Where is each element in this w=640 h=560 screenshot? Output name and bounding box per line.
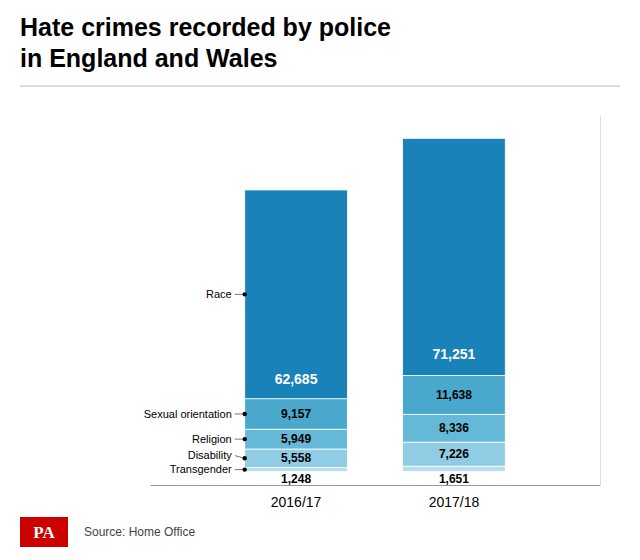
logo-box	[20, 517, 68, 547]
annotation-dot	[243, 456, 247, 460]
bar-segment	[245, 449, 348, 468]
bar-segment	[403, 414, 506, 442]
annotation-dot	[243, 412, 247, 416]
y-axis-line	[600, 116, 601, 486]
logo-text: PA	[33, 523, 55, 542]
x-tick-label: 2016/17	[271, 494, 322, 510]
segment-name: Religion	[192, 433, 232, 445]
data-label: 1,248	[281, 472, 311, 486]
segment-annotations: Transgender Disability Religion Sexual orie…	[144, 288, 247, 475]
data-label: 5,949	[281, 432, 311, 446]
x-tick-label: 2017/18	[429, 494, 480, 510]
x-tick: 2016/17	[271, 494, 322, 510]
data-labels: 1,248 1,651 5,558 7,226 5,949 8,336 9,157 11,63…	[275, 346, 476, 486]
title-line: in England and Wales	[20, 44, 277, 72]
data-label: 62,685	[275, 371, 318, 387]
annotation-dot	[243, 292, 247, 296]
y-axis	[600, 116, 601, 486]
title-line: Hate crimes recorded by police	[20, 13, 391, 41]
data-label: 7,226	[439, 447, 469, 461]
data-label: 5,558	[281, 451, 311, 465]
annotation-dot	[243, 437, 247, 441]
bars	[245, 138, 506, 471]
x-axis: 2016/17 2017/18	[151, 486, 601, 510]
bar-segment	[245, 429, 348, 449]
source: Source: Home Office	[84, 525, 195, 539]
bar-segment	[245, 468, 348, 472]
bar-segment	[403, 442, 506, 466]
title: Hate crimes recorded by police in England…	[20, 13, 391, 72]
data-label: 1,651	[439, 472, 469, 486]
bar-segment	[403, 376, 506, 415]
x-axis-line	[151, 485, 601, 486]
segment-name: Race	[206, 288, 232, 300]
segment-name: Disability	[188, 449, 233, 461]
bar-segment	[245, 190, 348, 399]
data-label: 71,251	[433, 346, 476, 362]
annotation-dot	[243, 467, 247, 471]
bar-segment	[245, 399, 348, 429]
bar-segment	[403, 466, 506, 471]
data-label: 8,336	[439, 421, 469, 435]
data-label: 9,157	[281, 407, 311, 421]
segment-name: Sexual orientation	[144, 408, 232, 420]
chart: Hate crimes recorded by police in England…	[0, 0, 640, 560]
segment-name: Transgender	[170, 463, 232, 475]
title-rule	[20, 86, 620, 87]
data-label: 11,638	[436, 388, 472, 402]
bar-segment	[403, 138, 506, 375]
plot: 2016/17 2017/18 1,248 1,651 5,558 7,226 5,949 8…	[144, 116, 601, 510]
x-tick: 2017/18	[429, 494, 480, 510]
